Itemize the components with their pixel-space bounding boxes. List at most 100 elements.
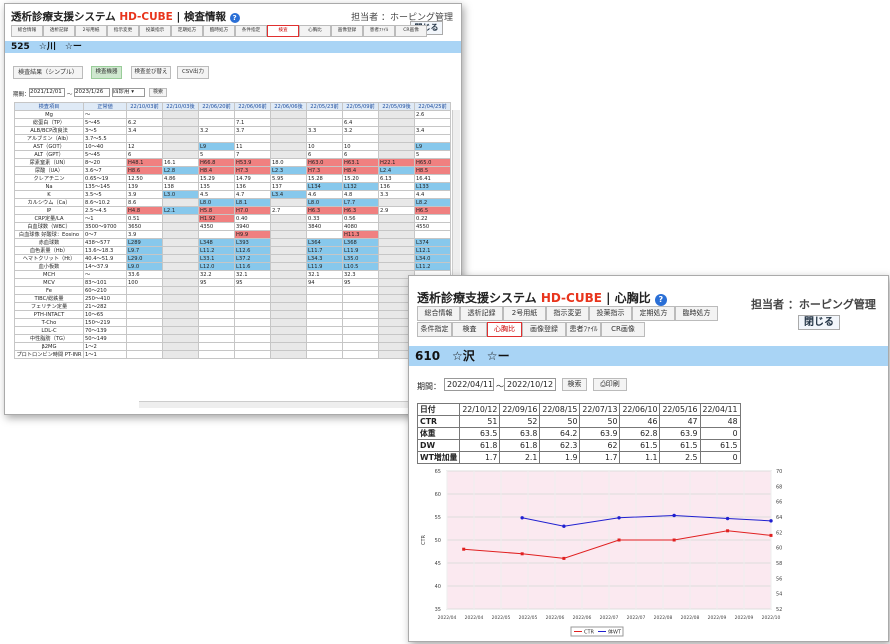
period-to-input[interactable]: 2023/1/26 xyxy=(74,88,110,97)
tab-8[interactable]: 検査 xyxy=(267,25,299,37)
lab-device-button[interactable]: 検査機器 xyxy=(91,66,122,79)
col-head-date[interactable]: 22/10/03後 xyxy=(162,102,199,111)
result-cell xyxy=(198,342,235,351)
test-name: 総蛋白（TP） xyxy=(14,118,84,127)
horizontal-scrollbar[interactable] xyxy=(139,401,452,408)
table-row: 総蛋白（TP） 5〜45 6.2 7.1 6.4 xyxy=(14,118,451,127)
data-point xyxy=(562,556,566,560)
period-to-input[interactable]: 2022/10/12 xyxy=(504,378,556,391)
tab-4[interactable]: 投薬指示 xyxy=(139,25,171,37)
result-cell xyxy=(414,118,451,127)
result-cell xyxy=(342,350,379,359)
result-cell xyxy=(342,294,379,303)
tab-7[interactable]: 条件指定 xyxy=(235,25,267,37)
result-cell xyxy=(270,294,307,303)
print-label: 印刷 xyxy=(605,380,620,388)
result-cell xyxy=(306,342,343,351)
sort-tests-button[interactable]: 検査並び替え xyxy=(131,66,171,79)
col-head-date[interactable]: 22/06/20前 xyxy=(198,102,235,111)
result-cell xyxy=(162,238,199,247)
col-head-date[interactable]: 22/06/06前 xyxy=(234,102,271,111)
col-head-date[interactable]: 22/05/23前 xyxy=(306,102,343,111)
x-tick-label: 2022/05 xyxy=(519,615,538,621)
tab-1[interactable]: 透析記録 xyxy=(460,306,503,321)
result-cell: L2.8 xyxy=(162,166,199,175)
title-system: 透析診療支援システム xyxy=(417,291,541,305)
filter-select[interactable]: 四診用 ▾ xyxy=(112,88,145,97)
vertical-scrollbar[interactable] xyxy=(452,110,460,400)
date-cell: 22/05/16 xyxy=(659,403,701,416)
tab-4[interactable]: 患者ﾌｧｲﾙ xyxy=(566,322,601,337)
normal-range: 10〜40 xyxy=(83,142,127,151)
tab-5[interactable]: 定期処方 xyxy=(171,25,203,37)
result-cell xyxy=(270,134,307,143)
patient-bar: 525 ☆川 ☆ー xyxy=(5,41,461,53)
tab-4[interactable]: 投薬指示 xyxy=(589,306,632,321)
normal-range: 3.5〜5 xyxy=(83,190,127,199)
tab-2[interactable]: 心胸比 xyxy=(487,322,522,337)
table-row: Na 135〜145 139 138 135 136 137 L134 L132 136 L133 xyxy=(14,182,451,191)
tab-5[interactable]: 定期処方 xyxy=(632,306,675,321)
col-head-date[interactable]: 22/04/25前 xyxy=(414,102,451,111)
close-button[interactable]: 閉じる xyxy=(798,315,840,330)
result-cell xyxy=(162,342,199,351)
value-cell: 61.5 xyxy=(659,439,701,452)
tab-11[interactable]: 患者ﾌｧｲﾙ xyxy=(363,25,395,37)
result-cell: H8.5 xyxy=(414,166,451,175)
result-cell xyxy=(234,334,271,343)
result-cell xyxy=(126,134,163,143)
result-cell: L7.7 xyxy=(342,198,379,207)
title-screen: | 心胸比 xyxy=(601,291,651,305)
tab-0[interactable]: 条件指定 xyxy=(417,322,452,337)
result-cell: L9 xyxy=(198,142,235,151)
tab-9[interactable]: 心胸比 xyxy=(299,25,331,37)
help-icon[interactable]: ? xyxy=(229,13,240,23)
title-brand: HD-CUBE xyxy=(540,291,602,305)
period-from-input[interactable]: 2021/12/01 xyxy=(29,88,65,97)
result-cell xyxy=(162,270,199,279)
table-row: Mg 〜 2.6 xyxy=(14,110,451,119)
test-name: プロトロンビン時間 PT-INR xyxy=(14,350,84,359)
result-cell xyxy=(378,262,415,271)
tab-10[interactable]: 画像登録 xyxy=(331,25,363,37)
col-head-date[interactable]: 22/10/03前 xyxy=(126,102,163,111)
period-from-input[interactable]: 2022/04/11 xyxy=(444,378,494,391)
tab-0[interactable]: 総合情報 xyxy=(417,306,460,321)
tab-6[interactable]: 臨時処方 xyxy=(675,306,718,321)
tab-1[interactable]: 検査 xyxy=(452,322,487,337)
tab-2[interactable]: 2号用紙 xyxy=(75,25,107,37)
result-cell xyxy=(126,318,163,327)
tab-3[interactable]: 指示変更 xyxy=(107,25,139,37)
tab-3[interactable]: 指示変更 xyxy=(546,306,589,321)
search-button[interactable]: 検索 xyxy=(562,378,587,391)
tab-2[interactable]: 2号用紙 xyxy=(503,306,546,321)
result-cell: 32.2 xyxy=(198,270,235,279)
table-row: PTH-INTACT 10〜65 xyxy=(14,310,451,319)
help-icon[interactable]: ? xyxy=(654,294,667,306)
tab-0[interactable]: 総合情報 xyxy=(11,25,43,37)
col-head-date[interactable]: 22/06/06後 xyxy=(270,102,307,111)
csv-export-button[interactable]: CSV出力 xyxy=(177,66,209,79)
result-cell xyxy=(162,246,199,255)
table-row: 中性脂肪（TG） 50〜149 xyxy=(14,334,451,343)
search-button[interactable]: 検索 xyxy=(149,88,167,97)
tab-5[interactable]: CR画像 xyxy=(601,322,645,337)
simple-results-button[interactable]: 検査結果（シンプル） xyxy=(13,66,83,79)
row-header: 日付 xyxy=(416,403,461,416)
result-cell: 138 xyxy=(162,182,199,191)
result-cell: 3.9 xyxy=(126,230,163,239)
col-head-date[interactable]: 22/05/09後 xyxy=(378,102,415,111)
col-head-date[interactable]: 22/05/09前 xyxy=(342,102,379,111)
tab-3[interactable]: 画像登録 xyxy=(522,322,566,337)
result-cell: H63.0 xyxy=(306,158,343,167)
tab-12[interactable]: CR画像 xyxy=(395,25,427,37)
result-cell: 95 xyxy=(342,278,379,287)
tab-1[interactable]: 透析記録 xyxy=(43,25,75,37)
print-button[interactable]: ⎙印刷 xyxy=(593,378,627,391)
date-cell: 22/09/16 xyxy=(499,403,541,416)
result-cell: 3.4 xyxy=(126,126,163,135)
table-row: AST（GOT） 10〜40 12 L9 11 10 10 L9 xyxy=(14,142,451,151)
result-cell: L374 xyxy=(414,238,451,247)
value-cell: 0 xyxy=(699,427,741,440)
tab-6[interactable]: 臨時処方 xyxy=(203,25,235,37)
